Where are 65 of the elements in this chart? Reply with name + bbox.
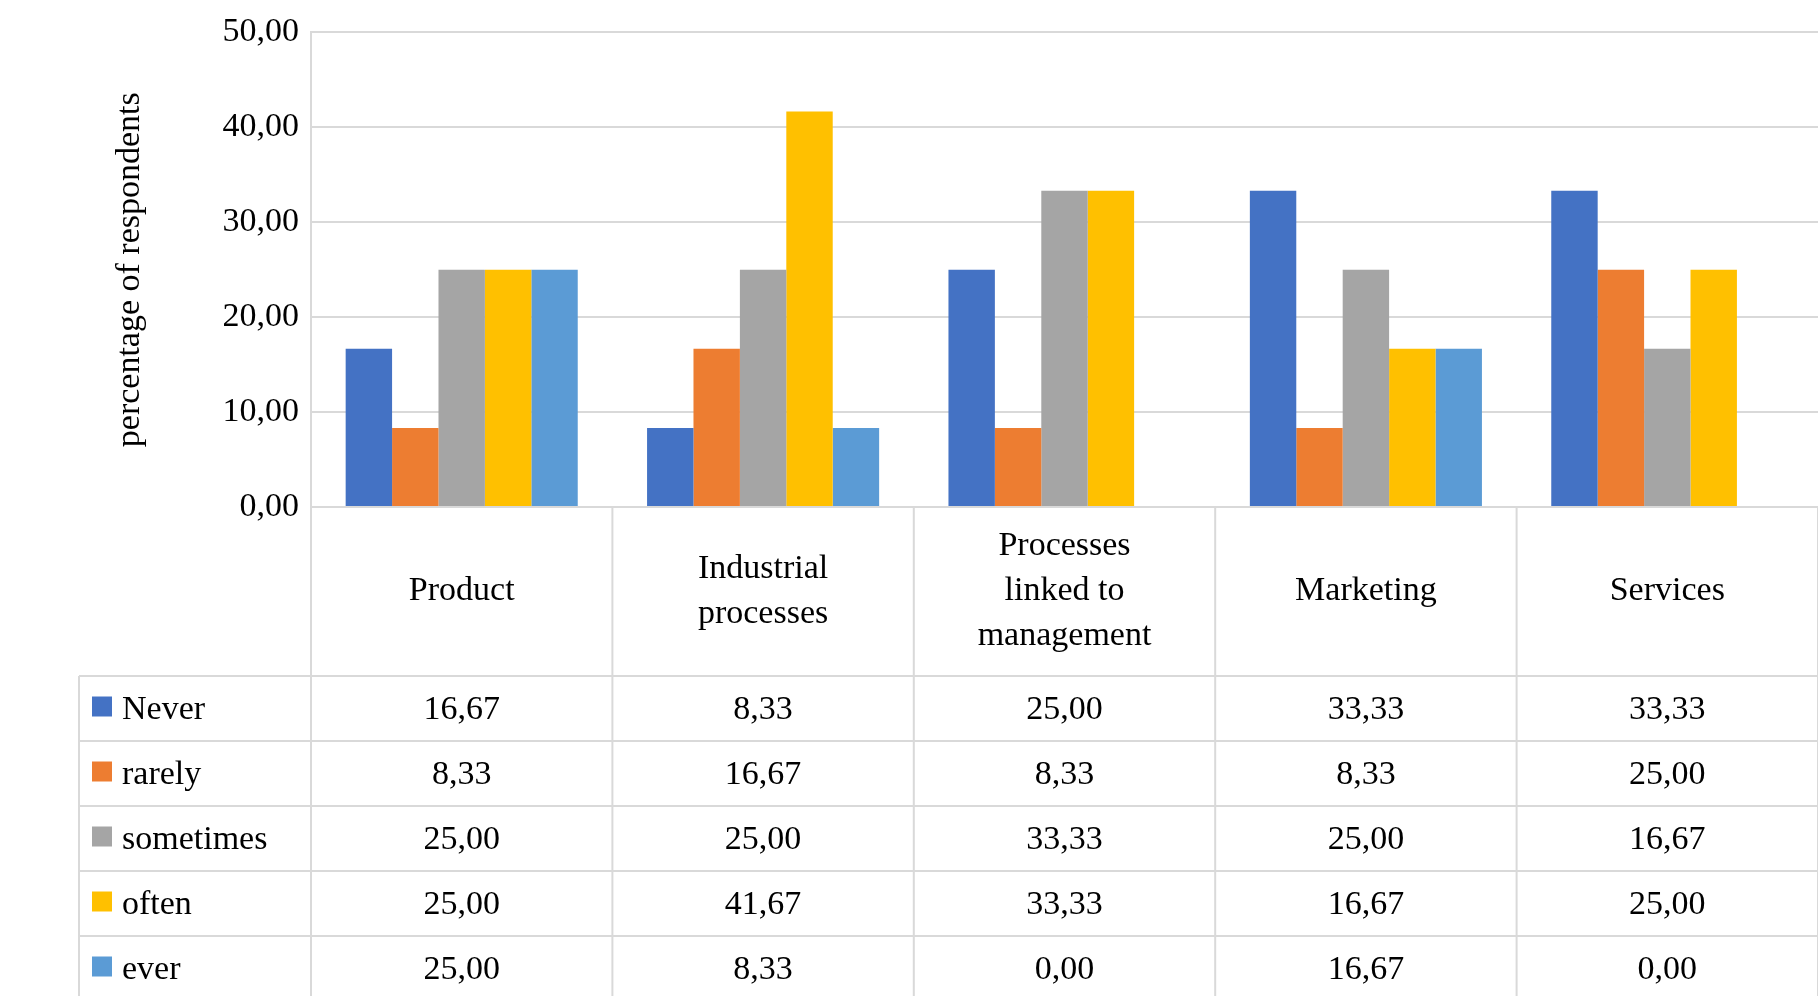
- bar: [693, 348, 740, 506]
- bar: [1551, 190, 1598, 506]
- bar: [392, 427, 439, 506]
- data-label: 8,33: [733, 949, 793, 987]
- data-label: 33,33: [1629, 689, 1706, 727]
- bar: [786, 111, 833, 506]
- bar: [1296, 427, 1343, 506]
- data-label: 25,00: [1629, 884, 1706, 922]
- bar: [1342, 269, 1390, 506]
- data-label: 8,33: [733, 689, 793, 727]
- data-label: 33,33: [1026, 819, 1103, 857]
- data-label: 25,00: [1026, 689, 1103, 727]
- data-label: 41,67: [724, 884, 802, 922]
- data-label: 33,33: [1327, 689, 1405, 727]
- bar: [948, 269, 995, 506]
- data-label: 16,67: [724, 754, 802, 792]
- bar: [484, 269, 532, 506]
- data-label: 8,33: [1336, 754, 1396, 792]
- data-label: 16,67: [1327, 949, 1405, 987]
- data-label: 25,00: [423, 884, 500, 922]
- data-label: 0,00: [1034, 949, 1095, 987]
- bar: [647, 427, 694, 506]
- legend-label: rarely: [122, 754, 202, 792]
- y-axis-title: percentage of respondents: [109, 92, 147, 448]
- data-label: 8,33: [431, 754, 492, 792]
- bar: [1644, 348, 1691, 506]
- bar: [739, 269, 787, 506]
- x-tick-label: Processes linked to management: [977, 525, 1152, 653]
- x-tick-label: Industrial processes: [697, 547, 829, 630]
- y-tick-label: 40,00: [222, 106, 299, 144]
- data-label: 25,00: [423, 819, 500, 857]
- bar: [1041, 190, 1088, 506]
- bar: [1249, 190, 1297, 506]
- data-label: 16,67: [1327, 884, 1405, 922]
- data-label: 16,67: [1629, 819, 1706, 857]
- y-tick-label: 0,00: [239, 485, 299, 523]
- y-tick-label: 30,00: [222, 201, 299, 239]
- y-tick-label: 10,00: [222, 391, 299, 428]
- bar: [994, 427, 1042, 506]
- bar: [531, 269, 578, 506]
- data-label: 0,00: [1637, 949, 1698, 987]
- legend-label: ever: [122, 949, 182, 987]
- bar: [1389, 348, 1436, 506]
- data-label: 33,33: [1026, 884, 1103, 922]
- bar: [345, 348, 393, 506]
- bar: [1435, 348, 1482, 506]
- data-label: 16,67: [423, 689, 500, 727]
- bar: [1690, 269, 1737, 506]
- data-label: 25,00: [1629, 754, 1706, 792]
- y-tick-label: 20,00: [222, 296, 299, 334]
- x-tick-label: Marketing: [1295, 570, 1437, 608]
- legend-label: sometimes: [122, 819, 268, 857]
- data-label: 25,00: [1327, 819, 1405, 857]
- x-tick-label: Product: [408, 570, 516, 608]
- bar: [1597, 269, 1645, 506]
- y-tick-label: 50,00: [222, 11, 299, 49]
- x-tick-label: Services: [1609, 570, 1725, 608]
- bar: [1087, 190, 1135, 506]
- data-label: 25,00: [423, 949, 500, 987]
- legend-label: Never: [122, 689, 206, 727]
- data-label: 25,00: [724, 819, 802, 857]
- legend-label: often: [122, 884, 192, 922]
- bar: [832, 427, 880, 506]
- data-label: 8,33: [1034, 754, 1095, 792]
- bar: [438, 269, 485, 506]
